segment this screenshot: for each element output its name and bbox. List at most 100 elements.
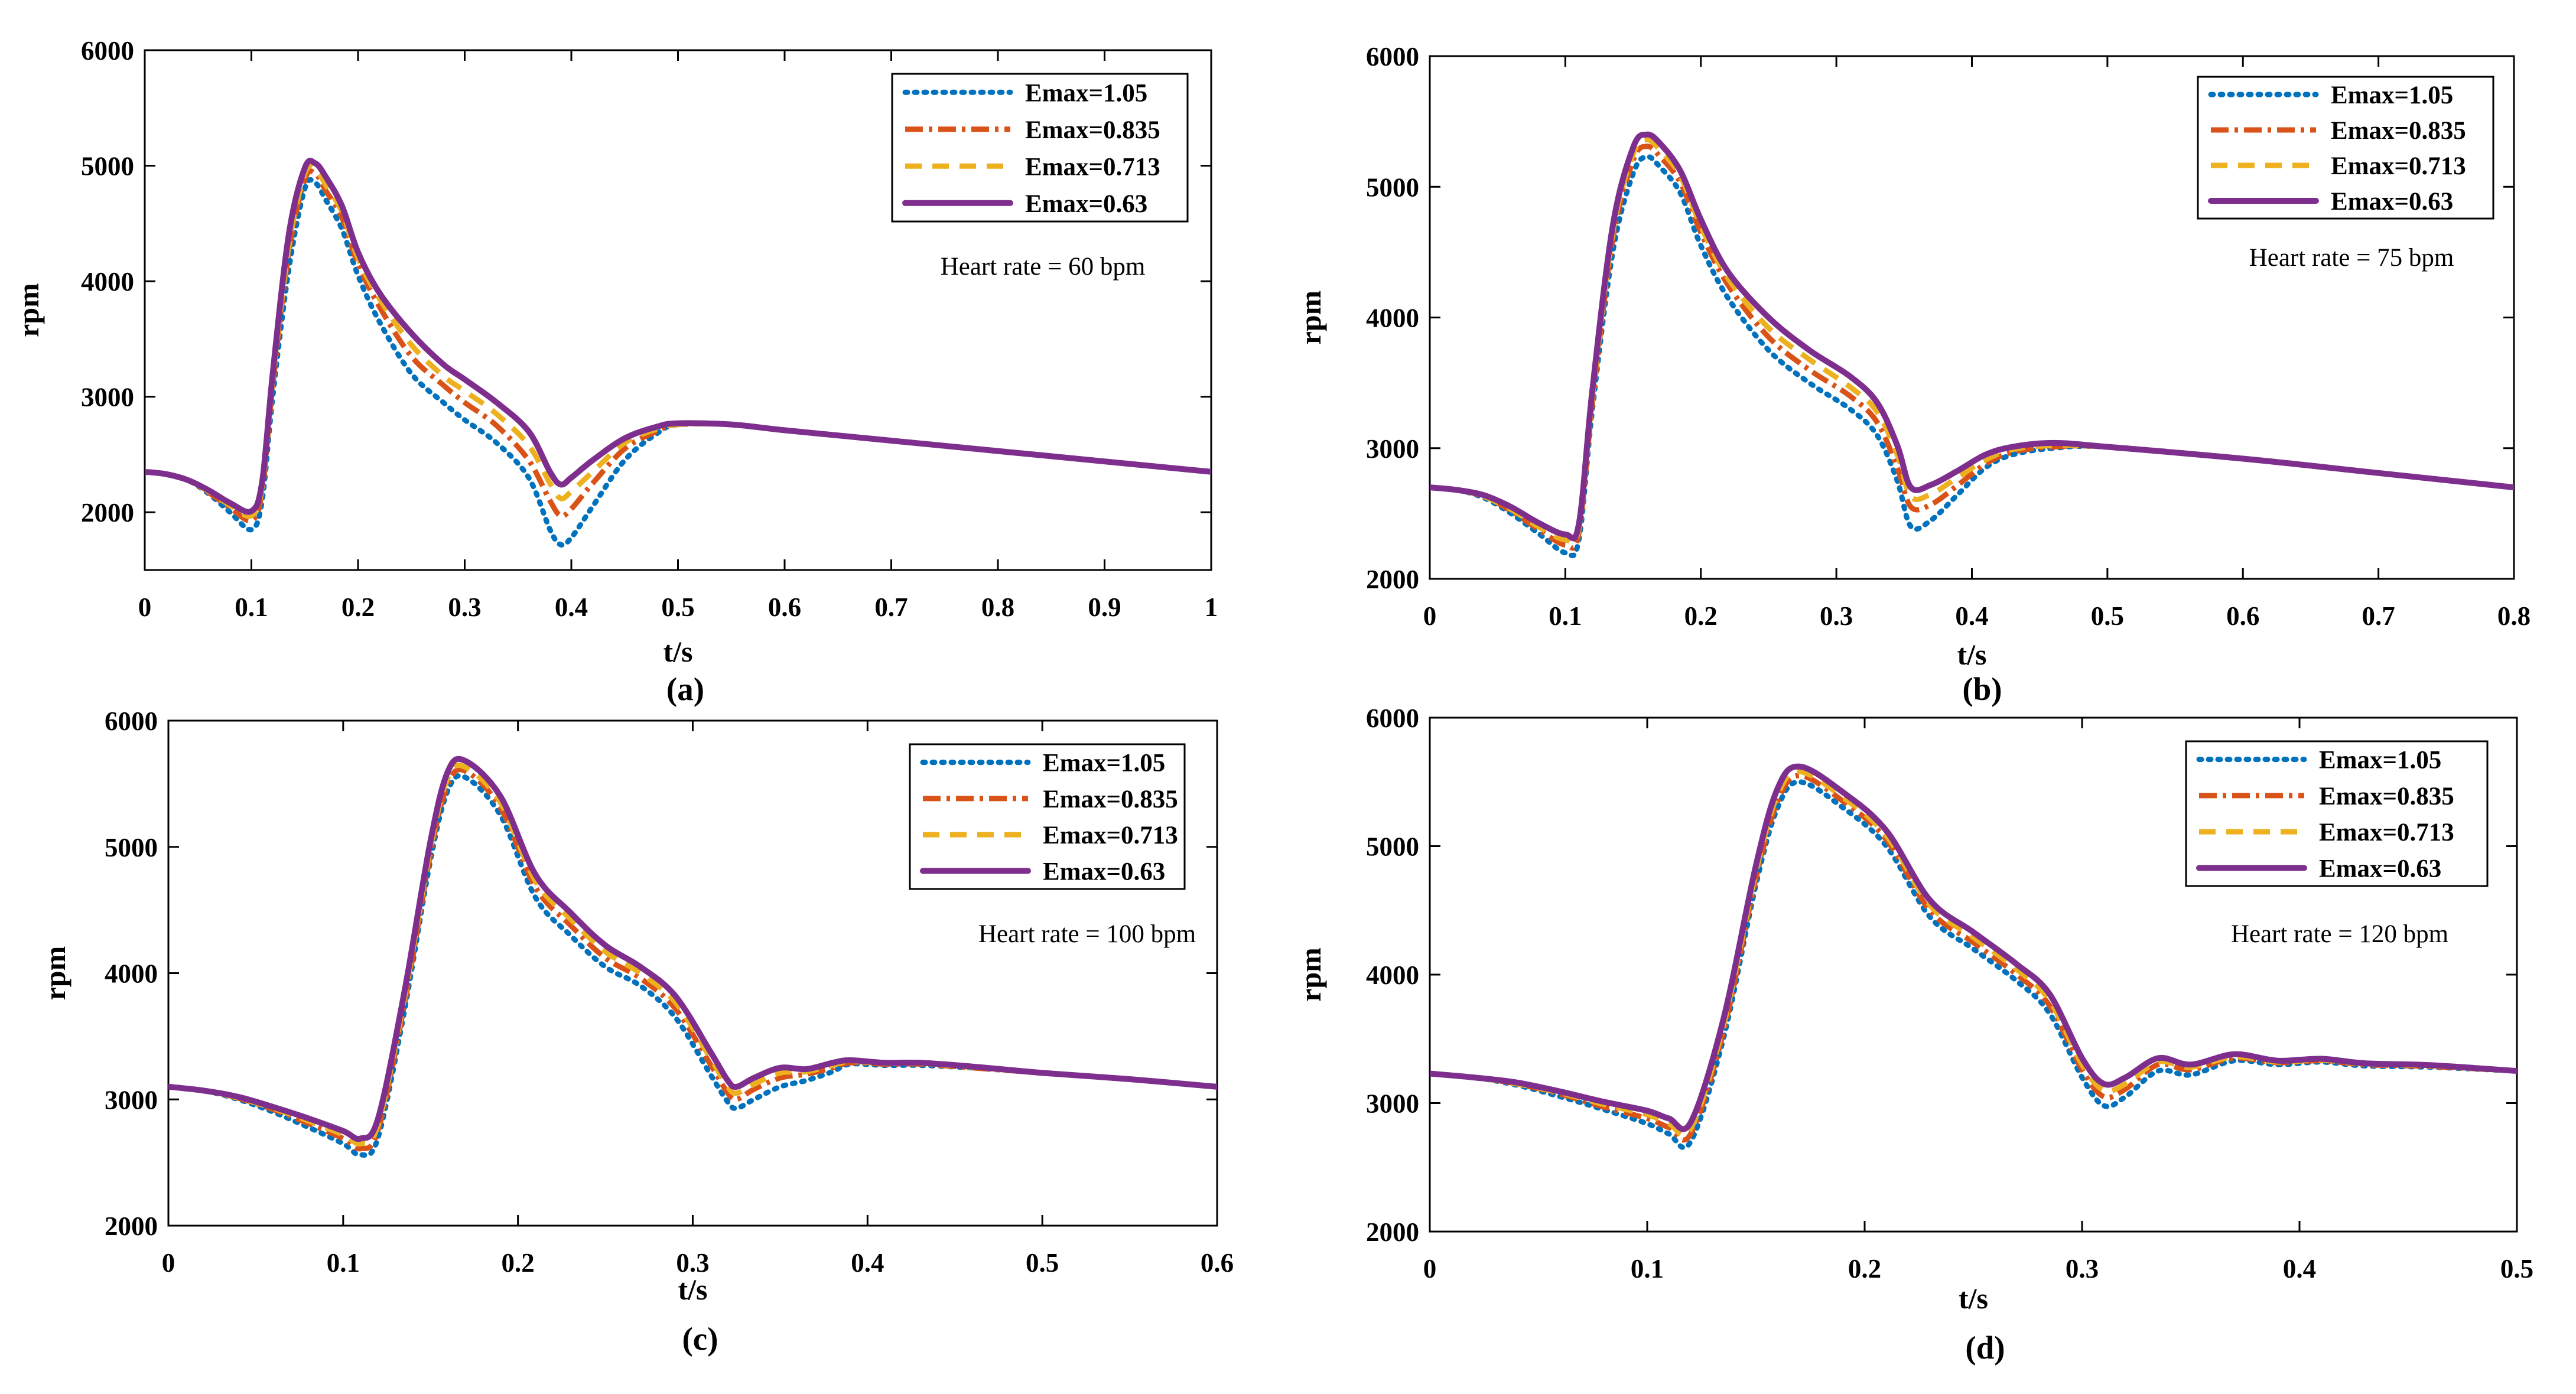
x-tick-label: 0.6 (2226, 601, 2259, 631)
series-line-emax-0-835 (1430, 144, 2514, 551)
legend: Emax=1.05 Emax=0.835 Emax=0.713 Emax=0.63 (2185, 740, 2489, 887)
x-tick-label: 0.6 (1201, 1248, 1234, 1278)
x-tick-label: 0.4 (1955, 601, 1988, 631)
y-tick-label: 4000 (81, 267, 134, 297)
x-axis-label: t/s (663, 635, 693, 668)
legend-label: Emax=0.713 (1025, 153, 1160, 181)
legend-box (891, 73, 1189, 223)
legend-box (2197, 76, 2494, 220)
x-tick-label: 0.3 (448, 592, 481, 622)
x-tick-label: 0.5 (2091, 601, 2124, 631)
legend-label: Emax=1.05 (1043, 750, 1165, 777)
x-tick-label: 1 (1205, 592, 1218, 622)
y-tick-label: 5000 (105, 833, 158, 862)
x-axis-label: t/s (678, 1273, 708, 1306)
x-tick-label: 0.2 (502, 1248, 535, 1278)
y-tick-label: 2000 (105, 1211, 158, 1241)
x-tick-label: 0.3 (1820, 601, 1853, 631)
x-tick-label: 0.2 (1684, 601, 1718, 631)
panel-label: (c) (682, 1321, 718, 1357)
x-tick-label: 0.3 (676, 1248, 709, 1278)
legend-label: Emax=0.63 (1043, 858, 1165, 885)
x-tick-label: 0 (1423, 1254, 1437, 1284)
y-tick-label: 5000 (1366, 832, 1419, 862)
legend-label: Emax=1.05 (2319, 747, 2441, 774)
y-tick-label: 2000 (81, 498, 134, 527)
y-tick-label: 6000 (105, 706, 158, 736)
panel-label: (a) (666, 671, 704, 707)
legend-label: Emax=0.713 (2319, 819, 2454, 846)
x-tick-label: 0.8 (981, 592, 1014, 622)
y-tick-label: 3000 (1366, 434, 1419, 464)
x-tick-label: 0.5 (1026, 1248, 1059, 1278)
y-tick-label: 5000 (81, 152, 134, 181)
chart-panel-4: 0 0.1 0.2 0.3 0.4 0.5 2000 3000 4000 5000 6000 t/s r… (1294, 703, 2533, 1366)
panel-label: (b) (1962, 671, 2002, 707)
panel-label: (d) (1965, 1330, 2005, 1366)
legend-label: Emax=0.835 (2319, 783, 2454, 810)
legend-label: Emax=0.63 (1025, 190, 1147, 218)
series-line-emax-1-05 (145, 177, 1211, 548)
y-tick-label: 2000 (1366, 565, 1419, 594)
series-line-emax-0-63 (168, 755, 1217, 1142)
legend-box (2185, 740, 2489, 887)
x-tick-label: 0.1 (327, 1248, 360, 1278)
y-tick-label: 4000 (1366, 304, 1419, 333)
y-axis-label: rpm (1294, 291, 1327, 345)
legend-label: Emax=1.05 (1025, 79, 1147, 107)
x-tick-label: 0 (1423, 601, 1437, 631)
x-tick-label: 0.4 (2283, 1254, 2316, 1284)
x-tick-label: 0.1 (235, 592, 268, 622)
y-axis-label: rpm (12, 283, 45, 337)
y-tick-label: 3000 (1366, 1089, 1419, 1119)
x-tick-label: 0 (162, 1248, 175, 1278)
x-tick-label: 0.9 (1088, 592, 1121, 622)
series-line-emax-0-835 (145, 168, 1211, 524)
heart-rate-annotation: Heart rate = 60 bpm (941, 253, 1146, 281)
series-line-emax-0-713 (168, 762, 1217, 1147)
x-tick-label: 0.1 (1549, 601, 1582, 631)
y-tick-label: 4000 (105, 959, 158, 989)
x-tick-label: 0.4 (851, 1248, 884, 1278)
chart-panel-3: 0 0.1 0.2 0.3 0.4 0.5 0.6 2000 3000 4000 5000 6000 t… (38, 706, 1234, 1357)
legend: Emax=1.05 Emax=0.835 Emax=0.713 Emax=0.63 (891, 73, 1189, 223)
x-tick-label: 0.7 (2362, 601, 2395, 631)
y-axis-label: rpm (38, 946, 71, 1001)
legend-box (909, 743, 1186, 890)
series-line-emax-0-63 (1430, 763, 2517, 1132)
y-tick-label: 4000 (1366, 960, 1419, 990)
y-tick-label: 2000 (1366, 1217, 1419, 1247)
x-tick-label: 0.5 (2500, 1254, 2533, 1284)
x-tick-label: 0 (138, 592, 152, 622)
x-tick-label: 0.2 (1848, 1254, 1881, 1284)
x-tick-label: 0.4 (555, 592, 588, 622)
legend: Emax=1.05 Emax=0.835 Emax=0.713 Emax=0.63 (2197, 76, 2494, 220)
x-tick-label: 0.7 (874, 592, 908, 622)
x-tick-label: 0.8 (2497, 601, 2531, 631)
legend-label: Emax=0.835 (1025, 116, 1160, 144)
y-tick-label: 5000 (1366, 172, 1419, 202)
y-tick-label: 6000 (1366, 42, 1419, 71)
x-tick-label: 0.2 (341, 592, 375, 622)
legend-label: Emax=0.835 (1043, 786, 1178, 813)
y-tick-label: 3000 (81, 383, 134, 412)
y-tick-label: 6000 (81, 36, 134, 66)
legend-label: Emax=0.63 (2331, 188, 2453, 216)
legend-label: Emax=0.713 (2331, 152, 2466, 180)
legend-label: Emax=0.713 (1043, 822, 1178, 849)
heart-rate-annotation: Heart rate = 120 bpm (2231, 920, 2448, 948)
y-axis-label: rpm (1294, 947, 1327, 1002)
chart-panel-1: 0 0.1 0.2 0.3 0.4 0.5 0.6 0.7 0.8 0.9 1 2000 3000 400… (12, 36, 1218, 707)
legend-label: Emax=0.63 (2319, 855, 2441, 882)
x-tick-label: 0.5 (661, 592, 694, 622)
x-axis-label: t/s (1957, 638, 1987, 671)
x-tick-label: 0.1 (1631, 1254, 1664, 1284)
chart-panel-2: 0 0.1 0.2 0.3 0.4 0.5 0.6 0.7 0.8 2000 3000 4000 500… (1294, 42, 2531, 707)
legend: Emax=1.05 Emax=0.835 Emax=0.713 Emax=0.63 (909, 743, 1186, 890)
series-line-emax-0-63 (145, 158, 1211, 515)
y-tick-label: 6000 (1366, 703, 1419, 733)
heart-rate-annotation: Heart rate = 100 bpm (978, 920, 1196, 948)
legend-label: Emax=0.835 (2331, 117, 2466, 145)
y-tick-label: 3000 (105, 1085, 158, 1115)
